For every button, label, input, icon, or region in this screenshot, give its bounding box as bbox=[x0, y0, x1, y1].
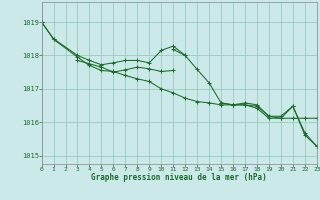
X-axis label: Graphe pression niveau de la mer (hPa): Graphe pression niveau de la mer (hPa) bbox=[91, 173, 267, 182]
